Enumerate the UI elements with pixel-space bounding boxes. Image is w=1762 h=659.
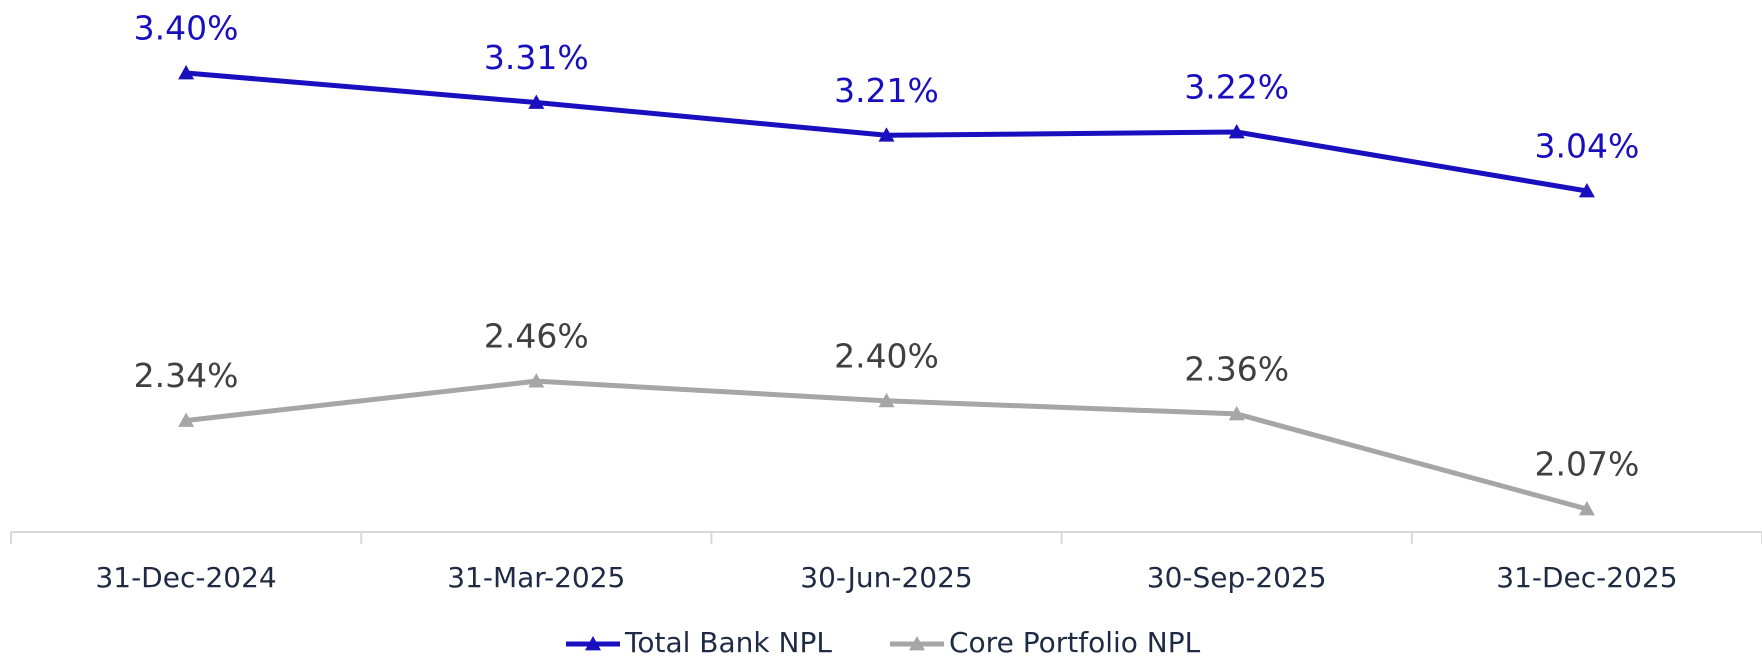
data-point	[528, 373, 545, 388]
x-tick-label: 31-Dec-2024	[95, 561, 276, 594]
data-label: 3.22%	[1184, 68, 1289, 107]
x-tick-label: 31-Mar-2025	[447, 561, 625, 594]
data-label: 3.21%	[834, 71, 939, 110]
data-point	[1228, 124, 1245, 139]
data-point	[178, 412, 195, 427]
legend-marker	[909, 636, 925, 651]
data-point	[1578, 501, 1595, 516]
data-label: 3.31%	[484, 38, 589, 77]
data-point	[1228, 405, 1245, 421]
data-label: 2.46%	[484, 317, 589, 356]
data-label: 2.36%	[1184, 349, 1289, 388]
data-point	[878, 127, 895, 142]
data-label: 3.40%	[134, 9, 239, 48]
data-label: 2.34%	[134, 356, 239, 395]
x-tick-label: 31-Dec-2025	[1496, 561, 1677, 594]
x-tick-label: 30-Jun-2025	[800, 561, 972, 594]
data-label: 2.07%	[1534, 445, 1639, 484]
data-label: 3.04%	[1534, 127, 1639, 166]
legend-label: Core Portfolio NPL	[949, 626, 1201, 659]
legend-label: Total Bank NPL	[624, 626, 832, 659]
legend-marker	[585, 636, 601, 651]
data-label: 2.40%	[834, 336, 939, 375]
data-point	[528, 94, 545, 109]
data-point	[878, 392, 895, 408]
data-point	[1578, 183, 1595, 198]
x-tick-label: 30-Sep-2025	[1147, 561, 1327, 594]
data-point	[178, 65, 195, 80]
